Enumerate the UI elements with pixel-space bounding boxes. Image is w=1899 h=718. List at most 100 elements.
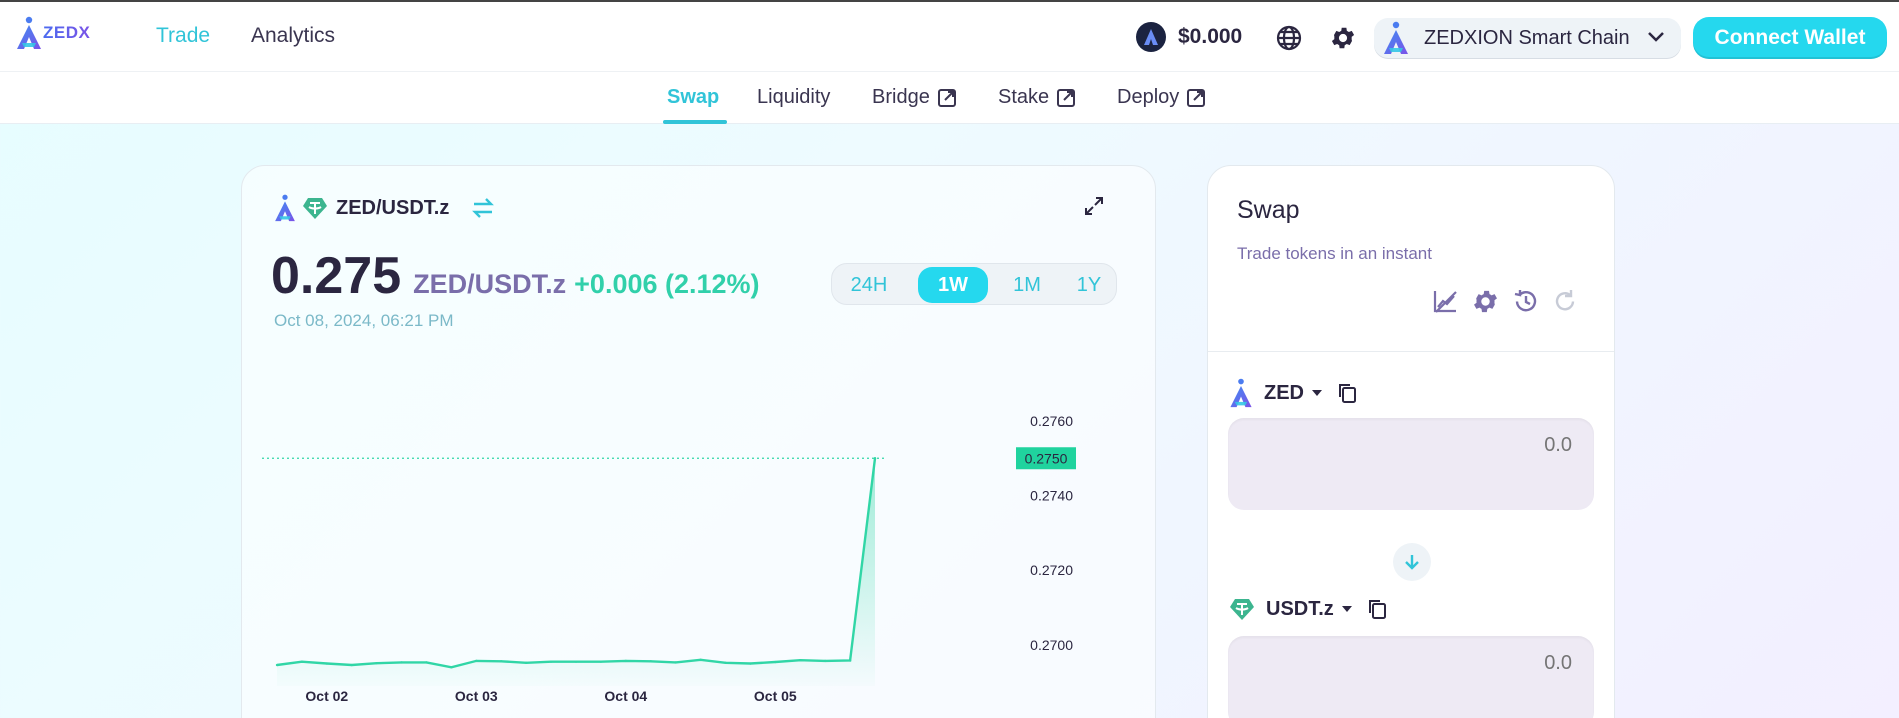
price-point: [524, 661, 528, 664]
price-display: 0.275 ZED/USDT.z +0.006 (2.12%): [271, 246, 760, 306]
timeframe-1w[interactable]: 1W: [918, 267, 988, 303]
x-tick-label: Oct 04: [604, 688, 647, 704]
from-amount-input[interactable]: [1272, 434, 1572, 457]
price-chart[interactable]: 0.2760 0.2740 0.2720 0.2700 0.2750 Oct 02 Oct …: [242, 166, 1157, 718]
subnav-stake[interactable]: Stake: [998, 86, 1076, 109]
external-link-icon: [1057, 88, 1076, 107]
external-link-icon: [937, 88, 956, 107]
top-navbar: ZEDX Trade Analytics $0.000 ZEDXION Smar…: [0, 0, 1899, 72]
price-point: [649, 660, 652, 663]
chevron-down-icon: [1648, 32, 1664, 42]
price-point: [823, 659, 827, 663]
y-tick-label: 0.2760: [1030, 413, 1073, 429]
zed-coin-icon: [1136, 22, 1166, 52]
chain-name: ZEDXION Smart Chain: [1424, 26, 1630, 49]
price-datetime: Oct 08, 2024, 06:21 PM: [274, 311, 454, 330]
zed-token-icon: [275, 194, 295, 222]
flip-tokens-button[interactable]: [1393, 543, 1431, 581]
swap-divider: [1208, 351, 1614, 352]
subnav-deploy-label: Deploy: [1117, 86, 1180, 108]
price-point: [500, 660, 503, 663]
active-tab-underline: [663, 120, 727, 124]
timeframe-1y[interactable]: 1Y: [1076, 273, 1102, 296]
current-price-tag: [1016, 447, 1076, 470]
subnav-stake-label: Stake: [998, 86, 1050, 108]
price-line: [276, 458, 877, 669]
settings-icon[interactable]: [1471, 287, 1500, 316]
price-pair-label: ZED/USDT.z: [413, 269, 567, 299]
price-point: [400, 661, 403, 664]
price-point: [425, 661, 428, 664]
swap-subtitle: Trade tokens in an instant: [1237, 244, 1432, 263]
price-point: [475, 659, 478, 663]
price-point: [325, 662, 329, 665]
price-point: [699, 658, 702, 662]
price-point: [300, 660, 304, 663]
gear-icon[interactable]: [1329, 24, 1357, 52]
price-point: [624, 659, 628, 663]
caret-down-icon: [1312, 390, 1322, 396]
subnav-bridge[interactable]: Bridge: [872, 86, 957, 109]
usdt-token-icon: [1230, 599, 1254, 620]
zedx-logo-icon: [17, 16, 41, 49]
price-point: [549, 660, 553, 663]
zed-token-icon: [1230, 378, 1252, 408]
to-amount-input[interactable]: [1272, 652, 1572, 675]
expand-chart-icon[interactable]: [1084, 196, 1104, 216]
refresh-icon[interactable]: [1551, 287, 1580, 316]
chain-selector[interactable]: ZEDXION Smart Chain: [1374, 18, 1681, 58]
subnav-swap-label: Swap: [667, 86, 720, 108]
price-point: [350, 663, 353, 667]
pair-header: ZED/USDT.z: [274, 194, 495, 222]
from-token-symbol: ZED: [1264, 381, 1304, 404]
price-point: [873, 457, 877, 460]
price-chart-card: ZED/USDT.z 0.275 ZED/USDT.z +0.006 (2.12…: [241, 165, 1156, 718]
zedx-logo[interactable]: ZEDX: [16, 16, 90, 50]
to-token-selector[interactable]: USDT.z: [1229, 596, 1387, 622]
subnav-deploy[interactable]: Deploy: [1117, 86, 1206, 109]
subnav-liquidity[interactable]: Liquidity: [757, 86, 830, 109]
price-point: [749, 662, 752, 665]
price-point: [774, 660, 777, 664]
sub-navbar: Swap Liquidity Bridge Stake Deploy: [0, 72, 1899, 124]
logo-text: ZEDX: [43, 23, 91, 42]
y-tick-label: 0.2720: [1030, 562, 1073, 578]
zed-price-chip[interactable]: $0.000: [1136, 22, 1242, 52]
timeframe-1m[interactable]: 1M: [1013, 273, 1041, 296]
globe-icon[interactable]: [1275, 24, 1303, 52]
price-change: +0.006 (2.12%): [574, 269, 760, 299]
copy-icon[interactable]: [1367, 598, 1387, 620]
swap-toolbar: [1431, 287, 1580, 316]
nav-analytics[interactable]: Analytics: [251, 24, 336, 47]
x-tick-label: Oct 02: [305, 688, 348, 704]
zedxion-chain-icon: [1384, 21, 1408, 54]
pair-name: ZED/USDT.z: [336, 196, 450, 219]
price-point: [450, 666, 453, 669]
chart-off-icon[interactable]: [1431, 287, 1460, 316]
caret-down-icon: [1341, 606, 1352, 612]
history-icon[interactable]: [1511, 287, 1540, 316]
external-link-icon: [1187, 88, 1206, 107]
y-tick-label: 0.2700: [1030, 637, 1073, 653]
zed-price: $0.000: [1178, 25, 1243, 48]
swap-card: Swap Trade tokens in an instant: [1207, 165, 1615, 718]
connect-wallet-button[interactable]: Connect Wallet: [1693, 17, 1887, 59]
copy-icon[interactable]: [1337, 382, 1357, 404]
price-point: [674, 661, 677, 664]
price-point: [724, 661, 727, 664]
price-point: [799, 658, 802, 662]
subnav-swap[interactable]: Swap: [667, 86, 719, 109]
price-point: [275, 663, 279, 667]
to-token-symbol: USDT.z: [1266, 597, 1334, 620]
subnav-liquidity-label: Liquidity: [757, 86, 831, 108]
subnav-bridge-label: Bridge: [872, 86, 930, 108]
timeframe-24h[interactable]: 24H: [850, 273, 888, 296]
x-tick-label: Oct 03: [455, 688, 498, 704]
arrow-down-icon: [1405, 555, 1419, 570]
nav-trade[interactable]: Trade: [156, 24, 211, 47]
from-token-selector[interactable]: ZED: [1229, 378, 1357, 408]
swap-title: Swap: [1237, 196, 1300, 224]
y-tick-label: 0.2740: [1030, 488, 1073, 504]
swap-pair-icon[interactable]: [471, 197, 495, 219]
price-area: [277, 458, 875, 686]
